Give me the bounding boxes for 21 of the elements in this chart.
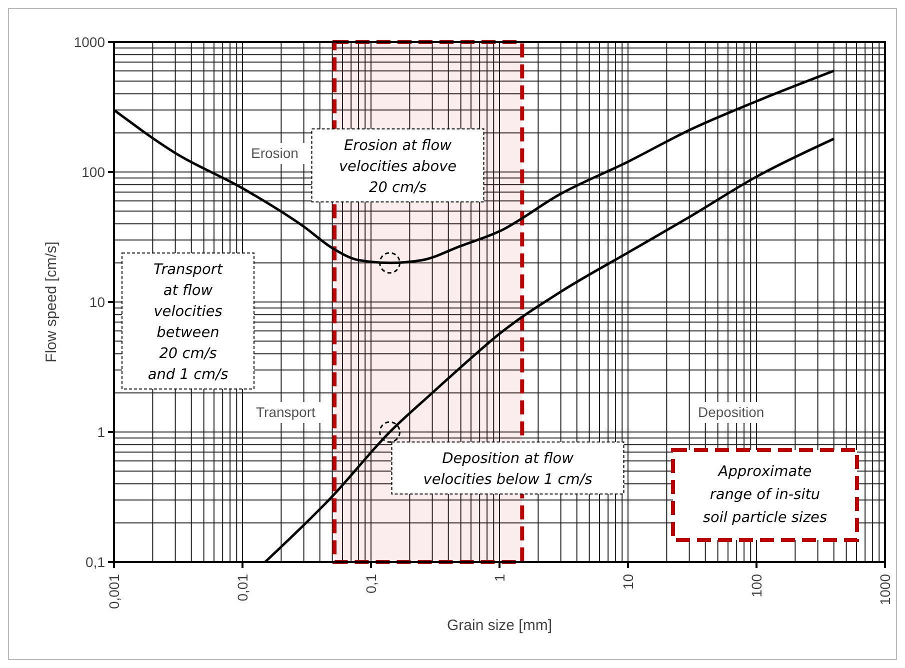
x-tick-label: 10 (620, 574, 636, 590)
x-tick-label: 0,1 (363, 574, 379, 594)
x-tick-label: 1000 (877, 574, 893, 606)
x-tick-label: 0,01 (234, 574, 250, 602)
annotation: Transport at flow velocities between 20 cm/s and 1 cm/s (148, 262, 229, 383)
y-tick-label: 100 (82, 164, 106, 180)
y-tick-label: 1 (97, 424, 106, 440)
annotation: Erosion (251, 145, 298, 161)
x-tick-label: 0,001 (106, 574, 122, 610)
x-axis-title: Grain size [mm] (446, 617, 552, 634)
y-axis-title: Flow speed [cm/s] (43, 242, 60, 362)
y-tick-label: 10 (89, 294, 106, 310)
x-tick-label: 1 (492, 574, 508, 582)
annotation: Approximate range of in-situ soil particle sizes (702, 464, 828, 526)
x-tick-label: 100 (748, 574, 764, 598)
y-tick-label: 0,1 (86, 554, 106, 570)
annotation: Deposition at flow velocities below 1 cm/s (423, 451, 593, 488)
annotation: Deposition (698, 404, 764, 420)
annotation: Erosion at flow velocities above 20 cm/s (338, 138, 457, 196)
annotation: Transport (256, 404, 316, 420)
y-tick-label: 1000 (74, 34, 106, 50)
